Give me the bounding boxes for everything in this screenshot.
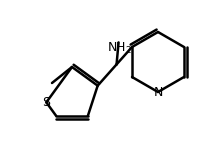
Text: NH$_2$: NH$_2$ [107, 41, 132, 57]
Text: N: N [153, 85, 163, 98]
Text: S: S [42, 96, 50, 109]
